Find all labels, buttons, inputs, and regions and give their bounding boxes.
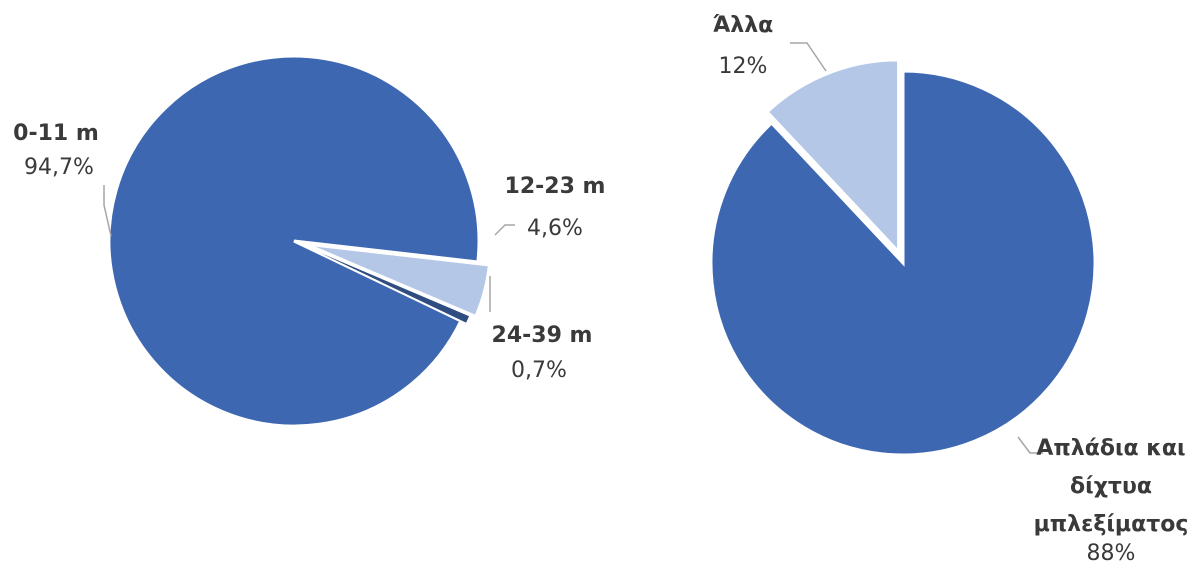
slice-value-12-23m: 4,6%: [527, 216, 583, 241]
leader-line-nets: [1017, 436, 1043, 454]
pie-chart-gear-type: Άλλα 12% Απλάδια και δίχτυα μπλεξίματος …: [709, 13, 1189, 565]
leader-line-12-23m: [494, 224, 515, 236]
slice-label-24-39m: 24-39 m: [492, 323, 593, 348]
slice-value-0-11m: 94,7%: [24, 155, 94, 180]
slice-label-12-23m: 12-23 m: [505, 174, 606, 199]
slice-value-24-39m: 0,7%: [511, 358, 567, 383]
pie-slice-nets: [709, 69, 1097, 457]
pie-slice-24-39m: [299, 243, 471, 325]
pie-chart-vessel-length: 0-11 m 94,7% 12-23 m 4,6% 24-39 m 0,7%: [13, 54, 606, 428]
slice-value-other: 12%: [719, 54, 768, 79]
leader-line-0-11m: [103, 185, 112, 237]
slice-value-nets: 88%: [1087, 541, 1136, 565]
leader-line-other: [790, 42, 827, 72]
slice-label-nets-line1: Απλάδια και: [1036, 436, 1185, 461]
pie-slice-other: [765, 58, 901, 256]
slice-label-nets-line2: δίχτυα: [1070, 474, 1152, 499]
slice-label-nets-line3: μπλεξίματος: [1034, 512, 1189, 537]
pie-slice-12-23m: [305, 242, 492, 319]
pie-slice-0-11m: [107, 54, 481, 428]
slice-label-other: Άλλα: [713, 13, 774, 38]
slice-label-0-11m: 0-11 m: [13, 121, 99, 146]
